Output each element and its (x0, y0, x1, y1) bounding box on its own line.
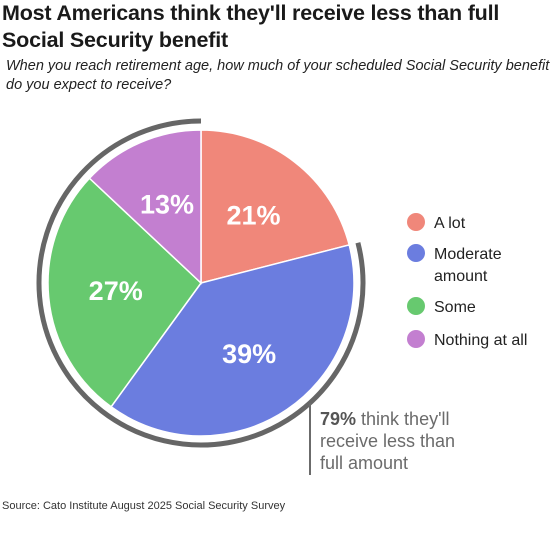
slice-value-label: 27% (89, 276, 143, 306)
legend-item-some: Some (407, 297, 476, 316)
annotation-bracket (36, 118, 366, 448)
source-note: Source: Cato Institute August 2025 Socia… (2, 500, 286, 512)
slice-value-label: 39% (222, 339, 276, 369)
legend-label: Some (434, 299, 476, 316)
legend-label: amount (434, 268, 488, 285)
annotation-text: 79% think they'll (320, 409, 450, 429)
pie-slice-nothing-at-all (88, 129, 202, 285)
annotation-text: full amount (320, 453, 408, 473)
slice-value-label: 21% (226, 200, 280, 230)
pie-slice-some (47, 177, 202, 408)
pie-slice-a-lot (200, 129, 351, 284)
chart-title: Most Americans think they'll receive les… (2, 1, 500, 52)
legend-item-moderate-amount: Moderate amount (407, 244, 502, 285)
annotation-text: receive less than (320, 431, 455, 451)
legend-label: Nothing at all (434, 332, 527, 349)
legend-label: Moderate (434, 246, 502, 263)
slice-labels: 21% 39% 27% 13% (89, 189, 281, 368)
legend-item-a-lot: A lot (407, 213, 466, 232)
pie-slices (47, 129, 355, 437)
chart-subtitle: When you reach retirement age, how much … (6, 58, 550, 93)
annotation-arc (36, 118, 366, 448)
legend-swatch (407, 213, 425, 231)
legend-item-nothing-at-all: Nothing at all (407, 330, 527, 349)
legend-swatch (407, 297, 425, 315)
legend-swatch (407, 330, 425, 348)
legend-label: A lot (434, 215, 466, 232)
legend-swatch (407, 244, 425, 262)
legend: A lot Moderate amount Some Nothing at all (407, 213, 527, 349)
slice-value-label: 13% (140, 189, 194, 219)
pie-slice-moderate-amount (110, 244, 355, 437)
